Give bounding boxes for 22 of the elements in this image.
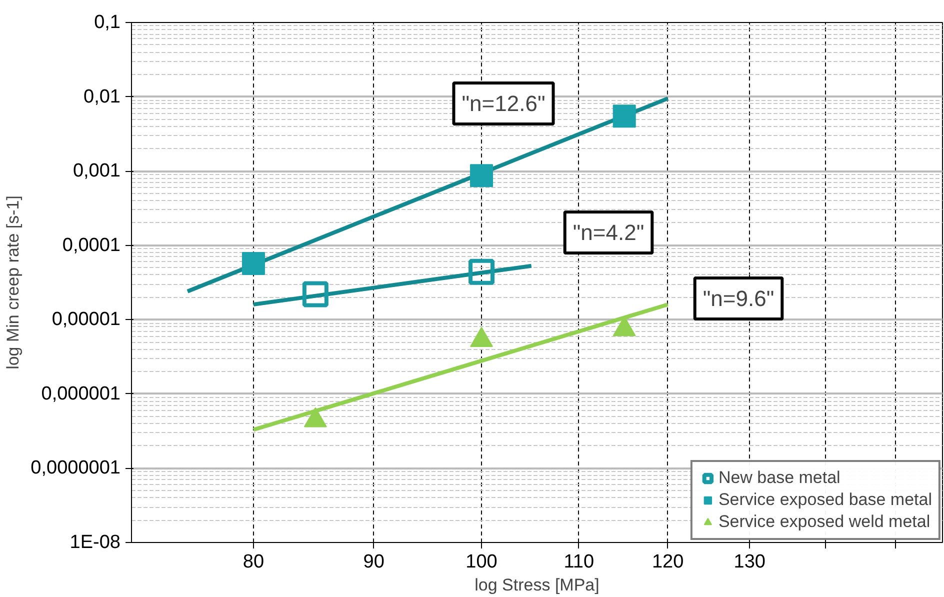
x-tick-label: 110 [564,552,594,572]
annotation: "n=4.2" [572,220,644,245]
annotation: "n=12.6" [462,91,546,116]
legend-label: New base metal [718,468,840,488]
y-tick-label: 0,0000001 [30,458,121,479]
legend-label: Service exposed base metal [718,490,932,510]
y-tick-label: 0,00001 [52,309,121,330]
x-axis-title: log Stress [MPa] [474,576,600,594]
y-tick-label: 1E-08 [70,532,120,553]
x-tick-label: 100 [466,552,498,572]
x-tick-label: 130 [734,552,766,572]
y-tick-label: 0,1 [94,12,121,33]
legend-label: Service exposed weld metal [718,512,930,532]
x-tick-label: 80 [242,552,264,572]
x-tick-label: 90 [363,552,384,572]
y-axis-title: log Min creep rate [s-1] [4,196,23,370]
y-tick-label: 0,001 [72,160,120,182]
x-tick-label: 120 [652,552,684,572]
y-tick-label: 0,01 [84,86,121,108]
annotation: "n=9.6" [702,286,774,311]
y-tick-label: 0,000001 [41,383,121,404]
y-tick-label: 0,0001 [62,234,121,256]
